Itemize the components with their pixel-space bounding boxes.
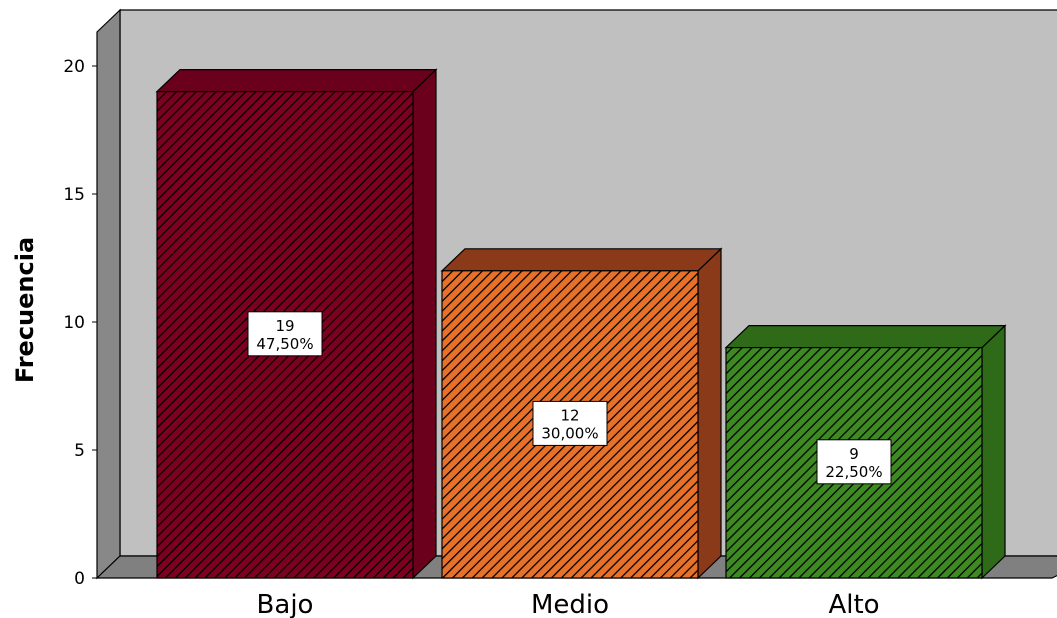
y-tick-label: 5 [74,441,85,461]
bar-side [981,324,1006,580]
x-axis: Bajo Medio Alto [257,590,880,618]
data-label-percent: 22,50% [825,463,882,481]
bar-top [440,248,723,272]
data-label-box [247,311,323,357]
bar-top [724,325,1007,349]
bar-side [697,247,722,580]
x-tick-label: Medio [531,590,609,618]
y-tick-label: 15 [63,185,85,205]
y-tick-label: 10 [63,313,85,333]
data-label-count: 19 [275,317,294,335]
y-axis: 0 5 10 15 20 [63,57,97,589]
x-tick-label: Alto [828,590,879,618]
left-wall [96,8,121,580]
bar-top [155,68,438,93]
data-label-percent: 47,50% [256,335,313,353]
bar-alto: 922,50% [724,324,1007,580]
y-axis-title: Frecuencia [11,237,39,383]
data-label-box [532,400,608,446]
data-label-count: 9 [849,445,859,463]
x-tick-label: Bajo [257,590,314,618]
data-label-count: 12 [560,406,579,424]
y-tick-label: 0 [74,569,85,589]
bar-side [412,68,437,580]
y-tick-label: 20 [63,57,85,77]
data-label-box [816,439,892,485]
data-label-percent: 30,00% [541,424,598,442]
